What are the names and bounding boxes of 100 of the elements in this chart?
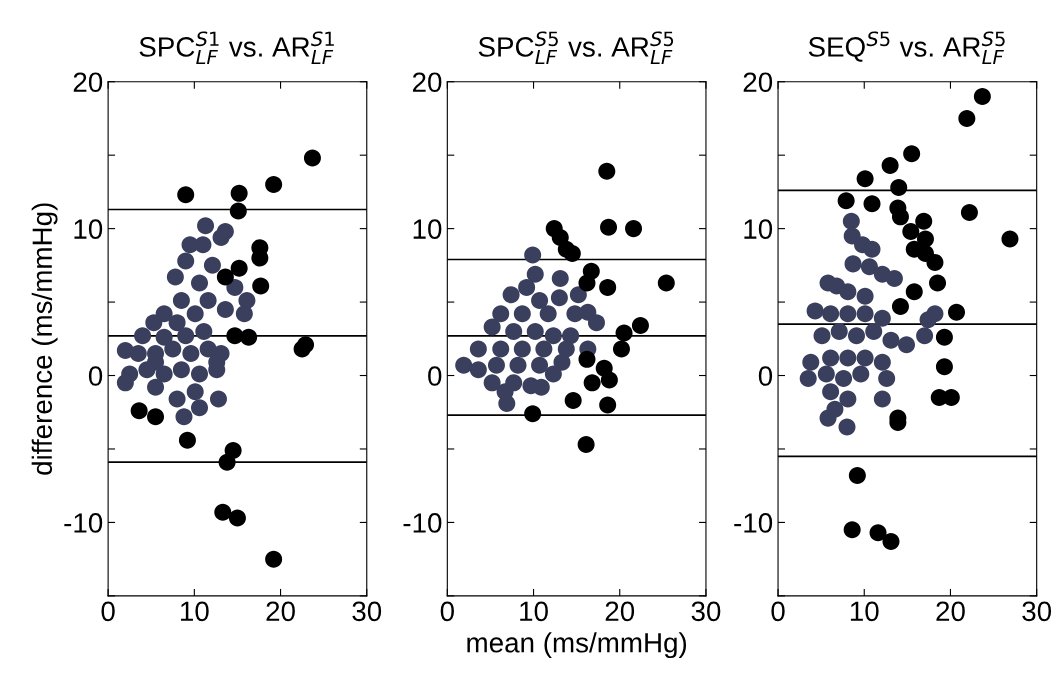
point [852,365,870,383]
point [182,344,200,362]
point [303,149,321,167]
point [948,303,966,321]
y-tick-label: -10 [734,513,773,533]
point [550,289,568,307]
point [526,322,544,340]
y-tick-label: -10 [403,513,442,533]
point [891,208,909,226]
y-tick-label: 10 [744,219,773,239]
point [526,265,544,283]
point [214,503,232,521]
point [147,378,165,396]
point [839,283,857,301]
point [569,286,587,304]
point [496,383,514,401]
point [612,340,630,358]
x-tick-label: 20 [936,601,965,622]
point [539,305,557,323]
x-axis-title: mean (ms/mmHg) [467,632,687,659]
point [513,340,531,358]
point [147,408,165,426]
point [531,292,549,310]
point [563,245,581,263]
point [577,436,595,454]
point [838,418,856,436]
point [564,391,582,409]
point [252,277,270,295]
x-tick-label: 10 [850,601,879,622]
point [134,327,152,345]
point [817,365,835,383]
point [505,322,523,340]
point [544,365,562,383]
point [518,278,536,296]
point [177,186,195,204]
point [155,328,173,346]
point [469,361,487,379]
point [897,336,915,354]
point [172,361,190,379]
point [919,311,937,329]
point [863,240,881,258]
point [890,178,908,196]
point [842,212,860,230]
point [216,223,234,241]
point [837,192,855,210]
point [455,356,473,374]
point [535,340,553,358]
point [856,170,874,188]
y-axis-title: difference (ms/mmHg) [31,203,58,475]
point [599,278,617,296]
point [885,270,903,288]
point [835,369,853,387]
point [819,409,837,427]
point [203,256,221,274]
point [240,328,258,346]
point [297,336,315,354]
point [195,322,213,340]
point [265,176,283,194]
x-tick-label: 10 [520,601,548,622]
point [531,356,549,374]
point [235,305,253,323]
point [492,305,510,323]
point [168,390,186,408]
point [802,353,820,371]
point [848,466,866,484]
chart-title: SPC$^{S1}$$_{LF}$ vs. AR$^{S1}$$_{LF}$ [139,31,334,65]
point [513,305,531,323]
point [177,252,195,270]
point [172,292,190,310]
point [844,255,862,273]
point [915,212,933,230]
y-tick-label: -10 [64,513,103,533]
x-tick-label: 10 [181,601,209,622]
point [958,109,976,127]
point [178,431,196,449]
point [856,349,874,367]
point [191,274,209,292]
point [935,358,953,376]
point [197,217,215,235]
point [882,533,900,551]
point [191,365,209,383]
point [116,374,134,392]
point [600,218,618,236]
point [191,399,209,417]
point [902,223,920,241]
x-tick-label: 30 [691,601,721,622]
y-tick-label: 20 [412,72,442,93]
point [869,524,887,542]
point [583,374,601,392]
point [822,305,840,323]
point [806,302,824,320]
point [483,374,501,392]
point [799,369,817,387]
chart-title: SPC$^{S5}$$_{LF}$ vs. AR$^{S5}$$_{LF}$ [478,31,674,65]
point [830,322,848,340]
x-tick-label: 30 [352,601,382,622]
point [863,195,881,213]
point [265,550,283,568]
chart-title: SEQ$^{S5}$ vs. AR$^{S5}$$_{LF}$ [808,31,1005,65]
point [229,202,247,220]
